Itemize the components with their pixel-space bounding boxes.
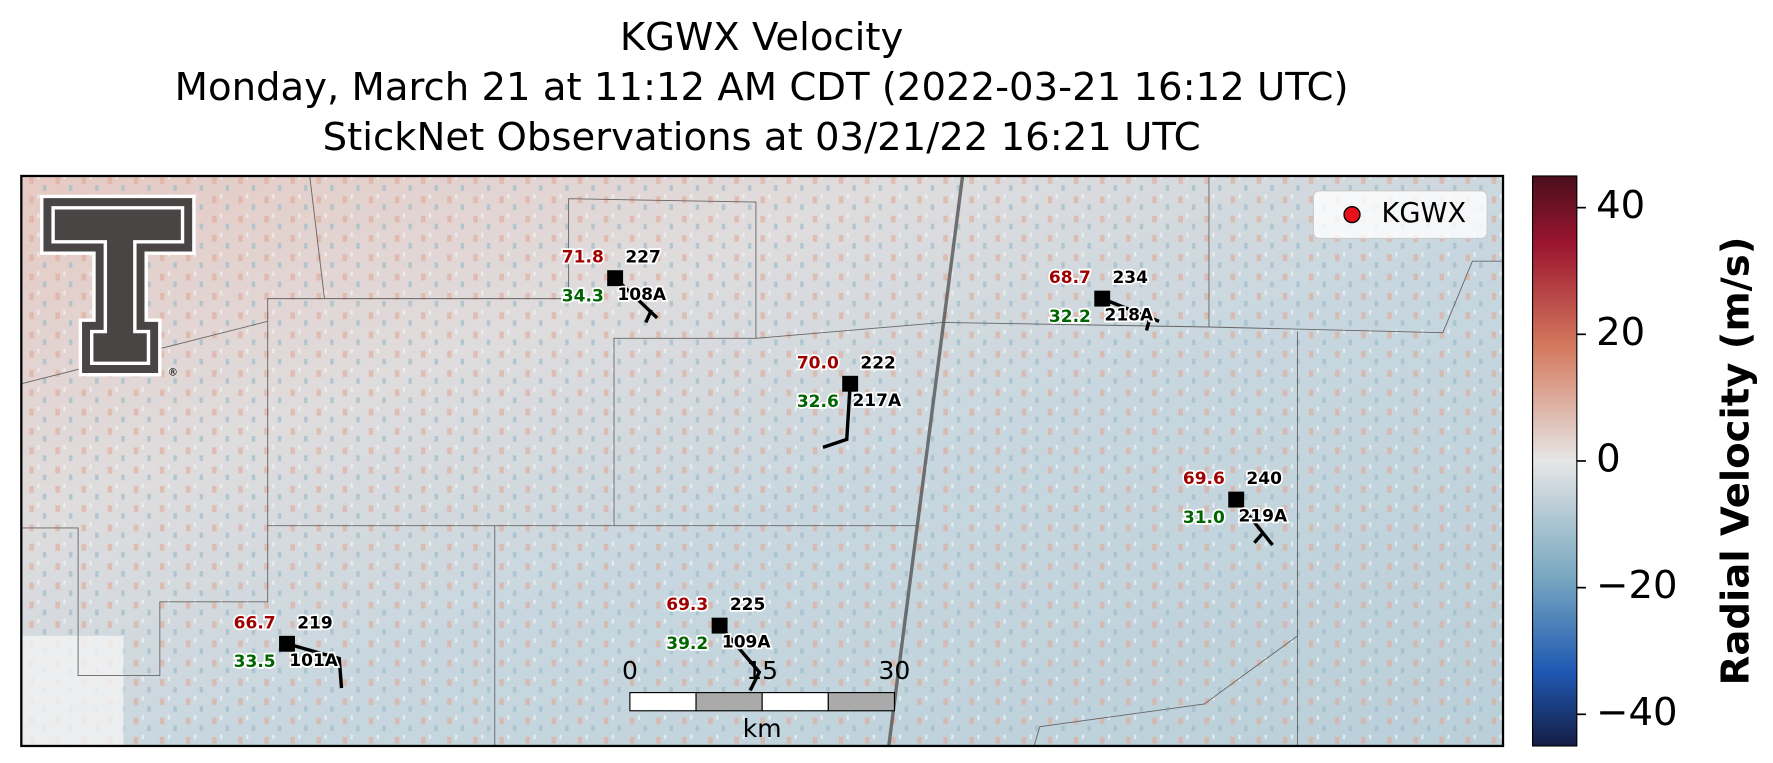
scale-bar: 0 15 30 km — [622, 656, 910, 743]
temperature: 69.3 — [666, 595, 708, 615]
pressure-code: 222 — [860, 353, 896, 373]
temperature: 68.7 — [1049, 268, 1091, 288]
title-line: KGWX Velocity — [620, 15, 903, 60]
station-marker — [711, 617, 728, 634]
colorbar-tick-label: 0 — [1596, 436, 1621, 481]
pressure-code: 225 — [730, 595, 766, 615]
scale-tick-label: 0 — [622, 656, 638, 685]
station-id: 101A — [289, 651, 339, 671]
range-ring — [887, 175, 965, 747]
station-id: 217A — [852, 391, 902, 411]
dewpoint: 34.3 — [562, 286, 604, 306]
legend-box — [1312, 190, 1488, 240]
dewpoint: 32.6 — [797, 392, 839, 412]
colorbar-tick-label: −40 — [1596, 690, 1677, 735]
station-id: 218A — [1105, 306, 1155, 326]
station-marker — [607, 270, 624, 287]
dewpoint: 32.2 — [1049, 307, 1091, 327]
scale-segment — [629, 692, 697, 712]
wind-barb — [1101, 297, 1160, 331]
station: 68.7 234 32.2 218A — [1047, 266, 1160, 331]
stations: 71.8 227 34.3 108A 68.7 234 32.2 218A 70.0 222 32.… — [232, 246, 1290, 692]
scale-unit: km — [743, 714, 782, 743]
wind-barb — [822, 383, 852, 449]
colorbar-label: Radial Velocity (m/s) — [1714, 237, 1759, 686]
logo: ® — [40, 194, 196, 378]
station-id: 108A — [617, 285, 667, 305]
title-line: StickNet Observations at 03/21/22 16:21 … — [323, 115, 1201, 160]
dewpoint: 39.2 — [666, 634, 708, 654]
scale-segment — [827, 692, 896, 712]
pressure-code: 219 — [297, 613, 333, 633]
station-marker — [279, 635, 295, 652]
station-marker — [1228, 491, 1245, 508]
station-id: 109A — [722, 633, 772, 653]
colorbar: Radial Velocity (m/s) 40 20 0 −20 −40 — [1531, 175, 1759, 747]
station-marker — [842, 375, 859, 392]
title: KGWX Velocity Monday, March 21 at 11:12 … — [175, 15, 1349, 160]
scale-tick-label: 15 — [746, 656, 778, 685]
legend-label: KGWX — [1382, 198, 1467, 229]
pressure-code: 234 — [1112, 268, 1148, 288]
dewpoint: 33.5 — [234, 652, 276, 672]
title-line: Monday, March 21 at 11:12 AM CDT (2022-0… — [175, 65, 1349, 110]
map-frame — [20, 174, 1505, 748]
colorbar-tick-label: 40 — [1596, 183, 1645, 228]
wind-barb — [718, 624, 762, 692]
legend-marker — [1343, 205, 1361, 224]
station: 70.0 222 32.6 217A — [795, 352, 904, 449]
temperature: 69.6 — [1183, 469, 1225, 489]
colorbar-scale — [1531, 175, 1578, 747]
dewpoint: 31.0 — [1183, 508, 1225, 528]
velocity-speckle — [21, 175, 1504, 746]
colorbar-tick-label: −20 — [1596, 563, 1677, 608]
station: 66.7 219 33.5 101A — [232, 612, 344, 689]
map: ® 71.8 227 34.3 108A 68.7 234 32.2 218A 70.0 222 3… — [20, 174, 1505, 748]
temperature: 66.7 — [234, 613, 276, 633]
county-lines — [21, 175, 1504, 747]
temperature: 70.0 — [797, 353, 839, 373]
pressure-code: 227 — [625, 248, 661, 268]
scale-segment — [761, 692, 829, 712]
temperature: 71.8 — [562, 248, 604, 268]
scale-segment — [695, 692, 763, 712]
station: 69.3 225 39.2 109A — [665, 593, 773, 692]
station-id: 219A — [1238, 507, 1288, 527]
no-data-area — [21, 635, 124, 746]
colorbar-tick-label: 20 — [1596, 310, 1645, 355]
logo-mark: ® — [168, 367, 178, 378]
station-marker — [1094, 290, 1111, 307]
station: 71.8 227 34.3 108A — [560, 246, 669, 324]
wind-barb — [286, 642, 344, 689]
pressure-code: 240 — [1246, 469, 1282, 489]
legend: KGWX — [1312, 190, 1488, 240]
scale-tick-label: 30 — [879, 656, 911, 685]
station: 69.6 240 31.0 219A — [1181, 467, 1290, 547]
